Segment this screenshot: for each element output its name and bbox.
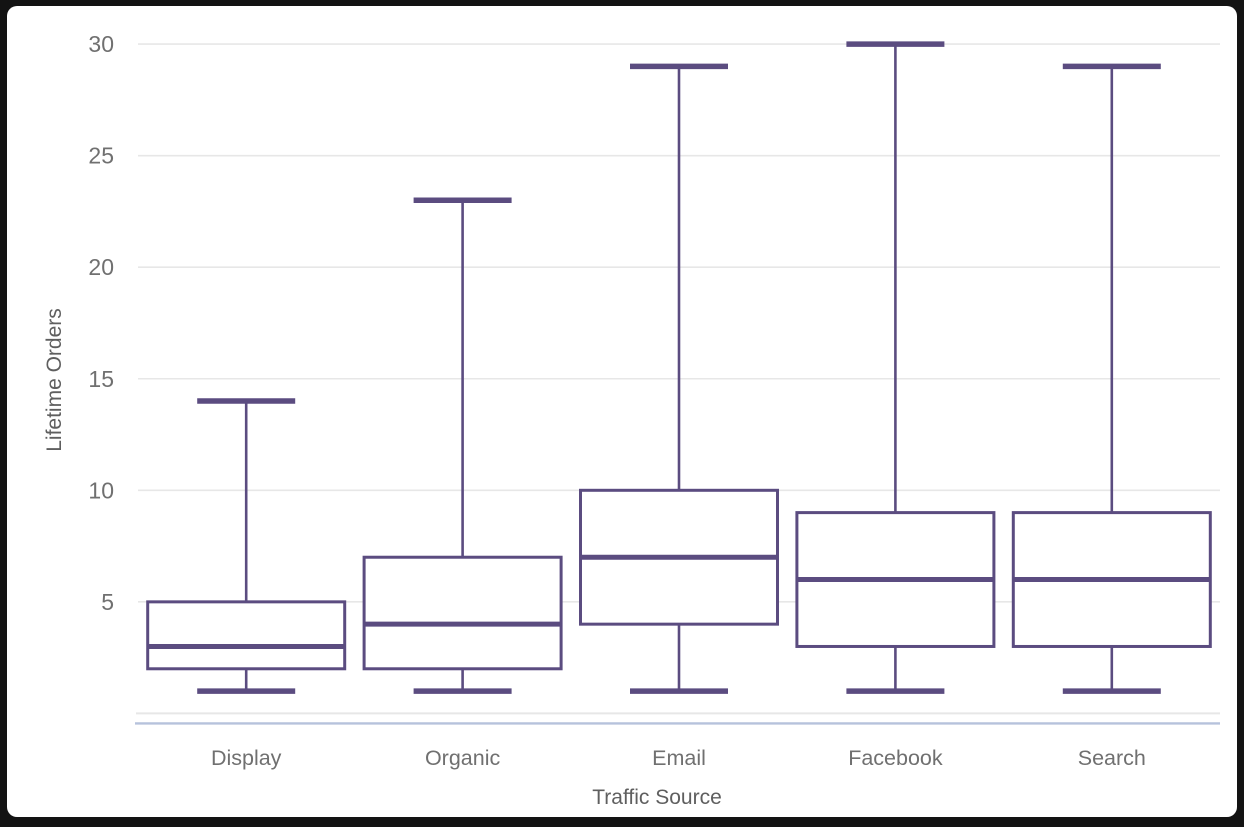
x-tick-label: Organic bbox=[425, 746, 501, 770]
x-axis-title: Traffic Source bbox=[592, 786, 722, 809]
x-tick-label: Facebook bbox=[848, 746, 943, 770]
y-tick-label: 20 bbox=[88, 254, 114, 280]
x-tick-label: Search bbox=[1078, 746, 1146, 770]
iqr-box[interactable] bbox=[362, 555, 563, 671]
y-axis-title: Lifetime Orders bbox=[43, 308, 66, 452]
box-organic[interactable] bbox=[362, 197, 563, 694]
box-display[interactable] bbox=[146, 398, 347, 694]
x-tick-label: Email bbox=[652, 746, 706, 770]
box-facebook[interactable] bbox=[795, 41, 996, 694]
box-email[interactable] bbox=[579, 63, 779, 694]
y-tick-label: 10 bbox=[88, 477, 114, 503]
y-tick-label: 15 bbox=[88, 366, 114, 392]
y-tick-label: 25 bbox=[88, 143, 114, 169]
box-search[interactable] bbox=[1011, 63, 1212, 694]
y-tick-label: 5 bbox=[101, 589, 114, 615]
iqr-box[interactable] bbox=[146, 600, 347, 671]
y-tick-label: 30 bbox=[88, 31, 114, 57]
chart-card bbox=[7, 6, 1237, 817]
x-tick-label: Display bbox=[211, 746, 282, 770]
